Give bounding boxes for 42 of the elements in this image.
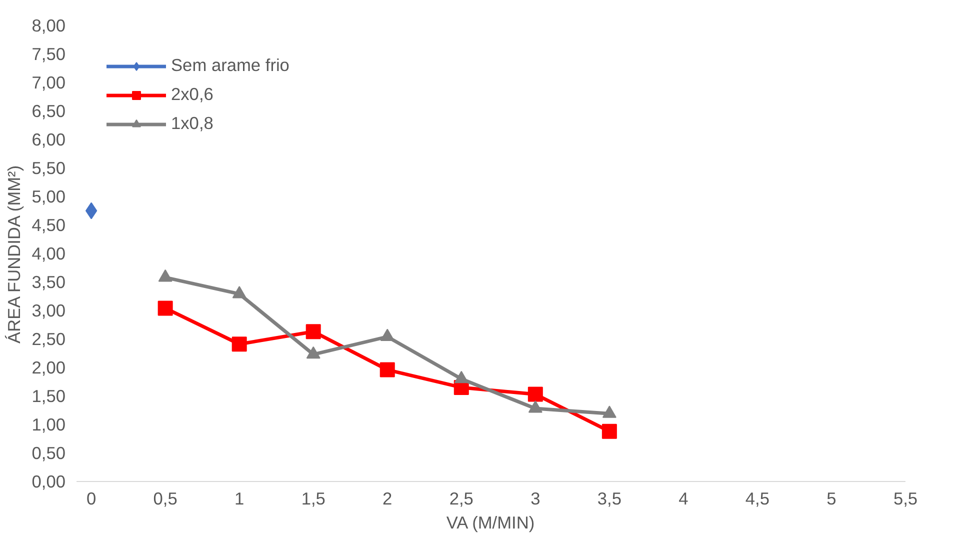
- point: [528, 400, 542, 413]
- y-tick-label: 6,50: [32, 101, 66, 121]
- y-axis-title: ÁREA FUNDIDA (MM²): [4, 165, 24, 344]
- legend-label: Sem arame frio: [171, 55, 290, 76]
- y-tick-label: 1,00: [32, 414, 66, 434]
- y-tick-label: 0,50: [32, 443, 66, 463]
- y-tick-label: 3,50: [32, 272, 66, 292]
- y-tick-label: 3,00: [32, 300, 66, 320]
- y-tick-label: 8,00: [32, 16, 66, 36]
- point: [602, 424, 617, 439]
- y-tick-label: 7,00: [32, 72, 66, 92]
- legend-label: 2x0,6: [171, 84, 214, 105]
- x-tick-label: 3: [530, 488, 540, 508]
- y-tick-label: 0,00: [32, 472, 66, 492]
- x-tick-label: 0,5: [153, 488, 178, 508]
- x-tick-label: 5: [826, 488, 836, 508]
- point: [306, 324, 321, 340]
- x-tick-label: 1,5: [301, 488, 326, 508]
- point: [528, 386, 543, 402]
- y-tick-label: 5,00: [32, 186, 66, 206]
- x-axis-title: VA (M/MIN): [446, 512, 535, 532]
- y-tick-label: 2,50: [32, 329, 66, 349]
- y-tick-label: 1,50: [32, 386, 66, 406]
- x-tick-label: 3,5: [597, 488, 622, 508]
- point: [85, 202, 98, 220]
- x-tick-label: 2: [382, 488, 392, 508]
- y-tick-label: 6,00: [32, 130, 66, 150]
- x-tick-label: 0: [86, 488, 96, 508]
- x-tick-label: 5,5: [893, 488, 918, 508]
- y-tick-label: 5,50: [32, 158, 66, 178]
- point: [380, 362, 395, 378]
- y-tick-label: 2,00: [32, 358, 66, 378]
- x-tick-label: 2,5: [449, 488, 474, 508]
- x-tick-label: 4,5: [745, 488, 770, 508]
- x-tick-label: 1: [234, 488, 244, 508]
- y-tick-label: 4,00: [32, 244, 66, 264]
- legend-label: 1x0,8: [171, 113, 214, 134]
- y-tick-label: 7,50: [32, 44, 66, 64]
- x-tick-label: 4: [678, 488, 689, 508]
- point: [158, 300, 173, 316]
- point: [232, 336, 247, 352]
- y-tick-label: 4,50: [32, 215, 66, 235]
